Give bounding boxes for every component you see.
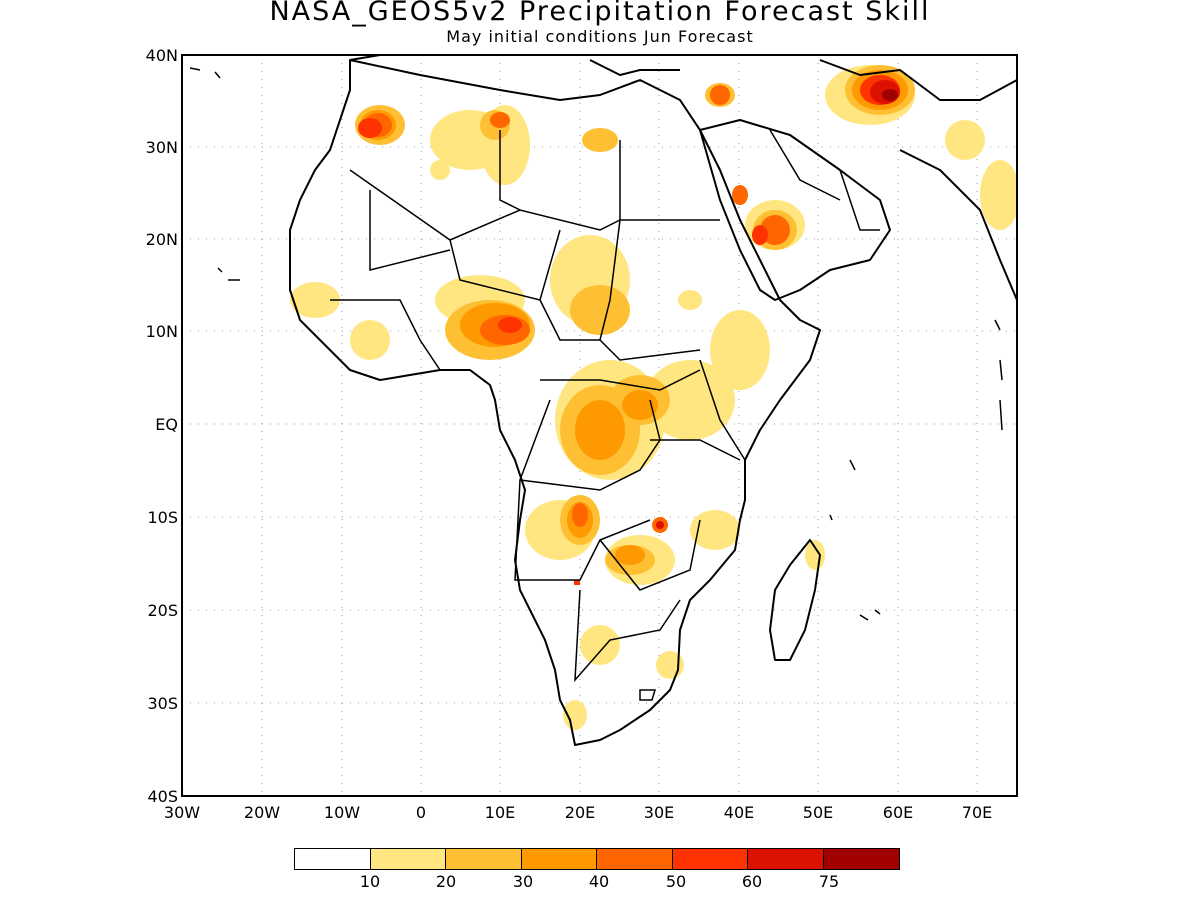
lon-label-30w: 30W bbox=[163, 803, 201, 822]
lon-label-10w: 10W bbox=[323, 803, 361, 822]
lon-label-60e: 60E bbox=[882, 803, 914, 822]
colorbar-label-50: 50 bbox=[665, 872, 687, 891]
skill-shading bbox=[290, 65, 1017, 730]
colorbar-label-30: 30 bbox=[512, 872, 534, 891]
lat-label-eq: EQ bbox=[155, 415, 178, 434]
colorbar-swatch-3 bbox=[521, 849, 597, 869]
country-borders bbox=[330, 129, 880, 683]
lat-label-10n: 10N bbox=[145, 322, 178, 341]
colorbar-label-75: 75 bbox=[818, 872, 840, 891]
lon-label-40e: 40E bbox=[723, 803, 755, 822]
colorbar-swatch-5 bbox=[672, 849, 748, 869]
lon-label-20e: 20E bbox=[564, 803, 596, 822]
map-subtitle: May initial conditions Jun Forecast bbox=[446, 27, 754, 46]
lat-label-40n: 40N bbox=[145, 46, 178, 65]
map-title: NASA_GEOS5v2 Precipitation Forecast Skil… bbox=[269, 0, 931, 27]
lat-label-30n: 30N bbox=[145, 138, 178, 157]
lon-label-30e: 30E bbox=[643, 803, 675, 822]
map-frame bbox=[181, 54, 1018, 797]
lat-label-40s: 40S bbox=[147, 787, 178, 806]
small-islands bbox=[189, 67, 1003, 701]
lon-label-20w: 20W bbox=[243, 803, 281, 822]
colorbar-swatch-1 bbox=[370, 849, 446, 869]
lon-label-50e: 50E bbox=[802, 803, 834, 822]
colorbar-label-20: 20 bbox=[435, 872, 457, 891]
colorbar-swatch-4 bbox=[597, 849, 673, 869]
lon-label-70e: 70E bbox=[961, 803, 993, 822]
colorbar-swatch-6 bbox=[748, 849, 824, 869]
colorbar-label-40: 40 bbox=[588, 872, 610, 891]
lat-label-10s: 10S bbox=[147, 508, 178, 527]
lat-label-20s: 20S bbox=[147, 601, 178, 620]
colorbar-label-60: 60 bbox=[741, 872, 763, 891]
colorbar-swatch-0 bbox=[295, 849, 371, 869]
colorbar-swatch-2 bbox=[446, 849, 522, 869]
lat-label-20n: 20N bbox=[145, 230, 178, 249]
colorbar-swatch-7 bbox=[823, 849, 899, 869]
lon-label-0: 0 bbox=[415, 803, 427, 822]
lat-label-30s: 30S bbox=[147, 694, 178, 713]
colorbar bbox=[294, 848, 900, 870]
lon-label-10e: 10E bbox=[484, 803, 516, 822]
colorbar-label-10: 10 bbox=[359, 872, 381, 891]
